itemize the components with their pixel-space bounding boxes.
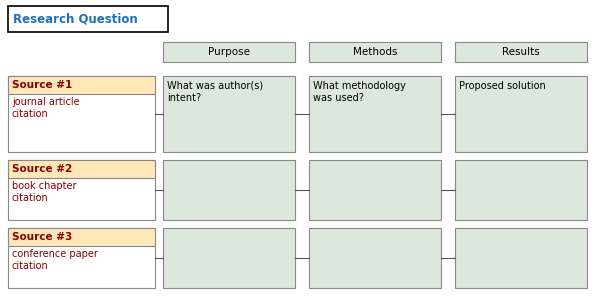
Bar [8,228,155,246]
Text: What methodology
was used?: What methodology was used? [313,81,406,103]
Bar [455,42,587,62]
Bar [8,76,155,152]
Text: Source #2: Source #2 [12,164,72,174]
Text: book chapter
citation: book chapter citation [12,181,76,203]
Bar [309,76,441,152]
Bar [8,160,155,178]
Text: conference paper
citation: conference paper citation [12,249,98,271]
Text: Source #3: Source #3 [12,232,72,242]
Bar [163,228,295,288]
Text: journal article
citation: journal article citation [12,97,79,119]
Bar [455,160,587,220]
Bar [8,228,155,288]
Bar [163,76,295,152]
Bar [163,42,295,62]
Bar [8,76,155,94]
Bar [455,228,587,288]
Text: Purpose: Purpose [208,47,250,57]
Bar [309,228,441,288]
Text: Research Question: Research Question [13,13,138,25]
Text: Results: Results [502,47,540,57]
Text: Proposed solution: Proposed solution [459,81,546,91]
Text: Source #1: Source #1 [12,80,72,90]
Text: What was author(s)
intent?: What was author(s) intent? [167,81,263,103]
Bar [455,76,587,152]
Bar [309,42,441,62]
Bar [309,160,441,220]
Bar [163,160,295,220]
Bar [8,160,155,220]
Bar [8,6,168,32]
Text: Methods: Methods [353,47,397,57]
